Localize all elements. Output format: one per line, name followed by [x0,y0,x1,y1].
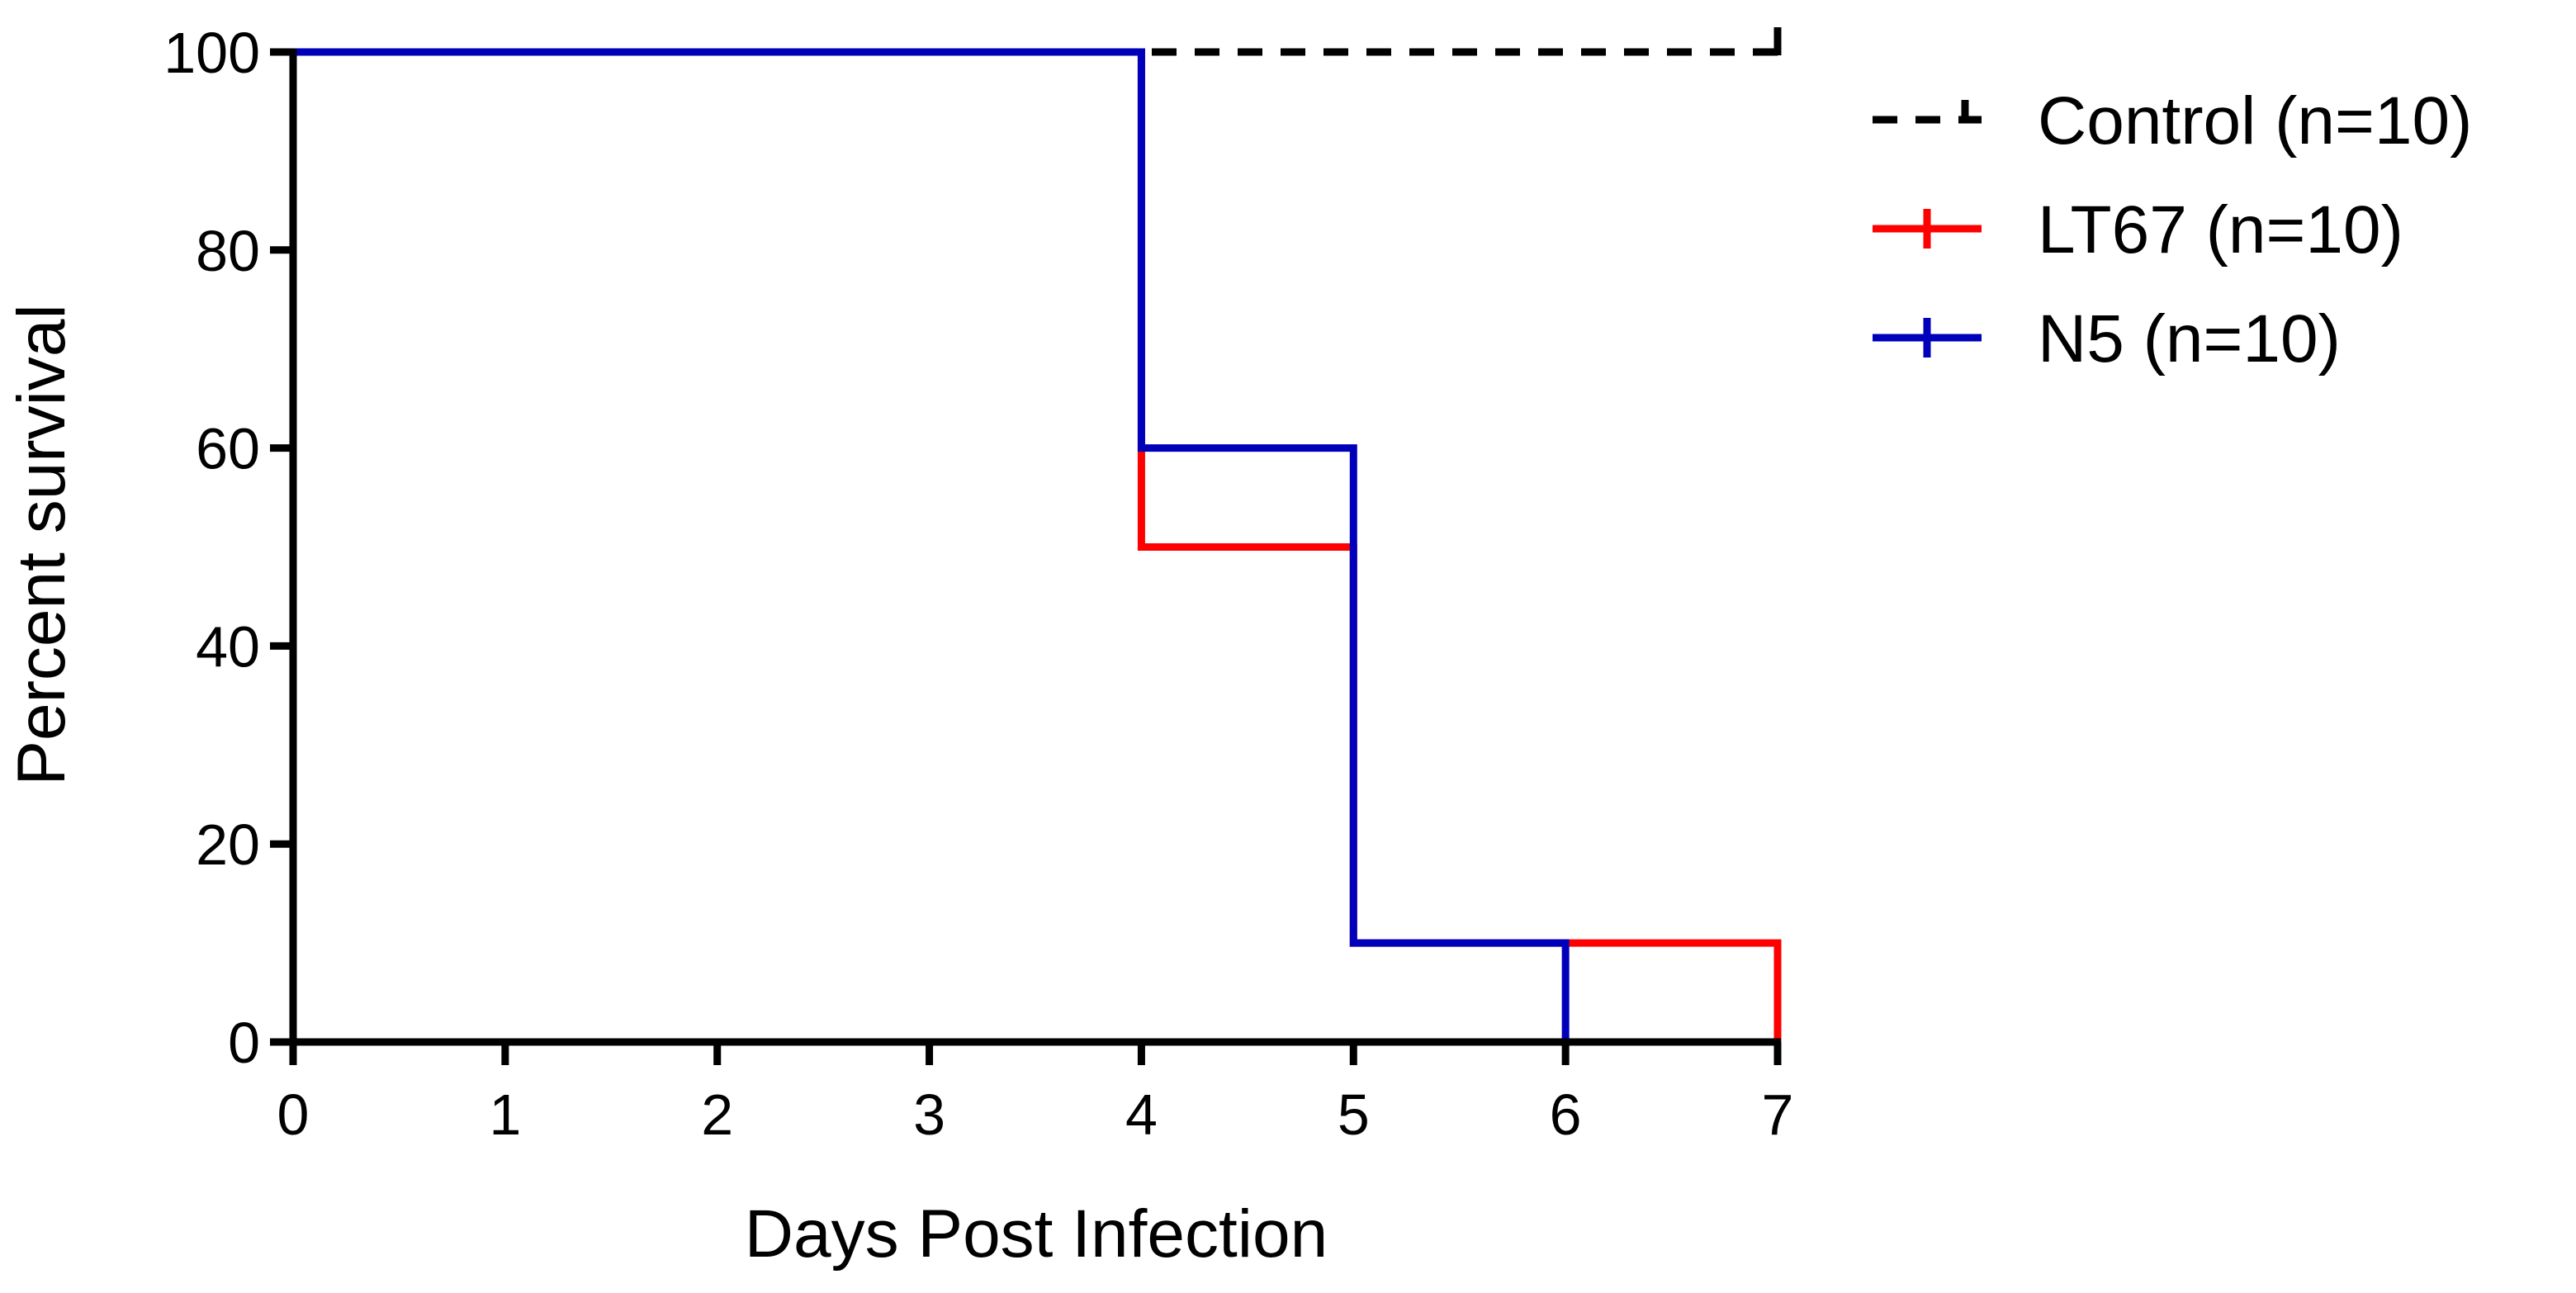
series-line-2 [293,48,1570,1042]
legend-label-0: Control (n=10) [2038,83,2472,159]
series-layer [293,27,1782,1042]
x-tick-label-4: 4 [1125,1082,1158,1147]
x-tick-label-5: 5 [1338,1082,1370,1147]
x-tick-label-1: 1 [489,1082,521,1147]
x-tick-label-3: 3 [913,1082,945,1147]
axes-layer: 0 20 40 60 80 100 0 1 2 3 4 5 6 7 [163,21,1793,1147]
x-axis-title: Days Post Infection [745,1196,1328,1272]
legend-label-2: N5 (n=10) [2038,301,2341,377]
y-tick-label-2: 40 [196,614,260,679]
legend-label-1: LT67 (n=10) [2038,192,2403,268]
x-tick-label-7: 7 [1762,1082,1794,1147]
y-tick-label-4: 80 [196,219,260,283]
y-tick-label-1: 20 [196,812,260,877]
x-tick-label-0: 0 [277,1082,310,1147]
y-axis-title: Percent survival [4,304,79,785]
x-tick-label-6: 6 [1550,1082,1582,1147]
y-tick-label-5: 100 [163,21,260,85]
x-tick-label-2: 2 [701,1082,733,1147]
series-line-1 [293,48,1782,1042]
y-tick-label-3: 60 [196,417,260,481]
y-tick-label-0: 0 [228,1011,260,1075]
legend: Control (n=10) LT67 (n=10) N5 (n=10) [1873,83,2472,377]
